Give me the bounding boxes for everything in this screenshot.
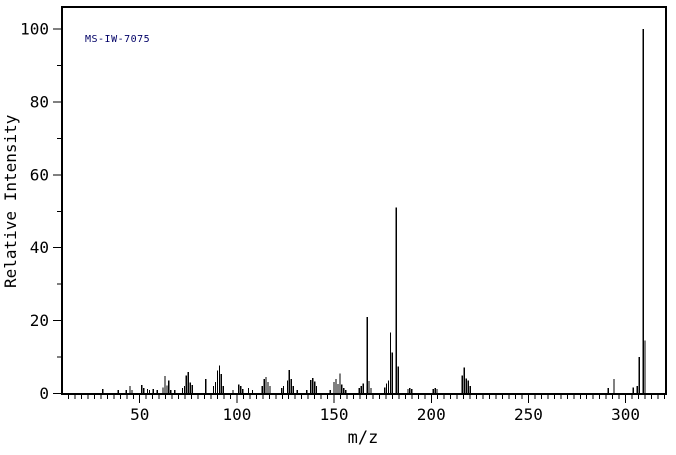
x-axis-tick-label: 50 [130, 405, 149, 424]
x-axis-tick-label: 250 [514, 405, 543, 424]
x-axis-title: m/z [347, 428, 379, 448]
y-axis-tick-label: 60 [30, 165, 49, 184]
x-axis-tick-label: 150 [320, 405, 349, 424]
y-axis-title: Relative Intensity [1, 114, 20, 288]
y-axis-tick-label: 80 [30, 92, 49, 111]
y-axis-tick-label: 20 [30, 311, 49, 330]
plot-border [61, 6, 667, 395]
y-axis-tick-label: 100 [20, 20, 49, 39]
x-axis-tick-label: 100 [222, 405, 251, 424]
y-axis-tick-label: 0 [39, 384, 49, 403]
y-axis-tick-label: 40 [30, 238, 49, 257]
x-axis-tick-label: 200 [417, 405, 446, 424]
spectrum-id-label: MS-IW-7075 [85, 34, 151, 45]
x-axis-tick-label: 300 [611, 405, 640, 424]
